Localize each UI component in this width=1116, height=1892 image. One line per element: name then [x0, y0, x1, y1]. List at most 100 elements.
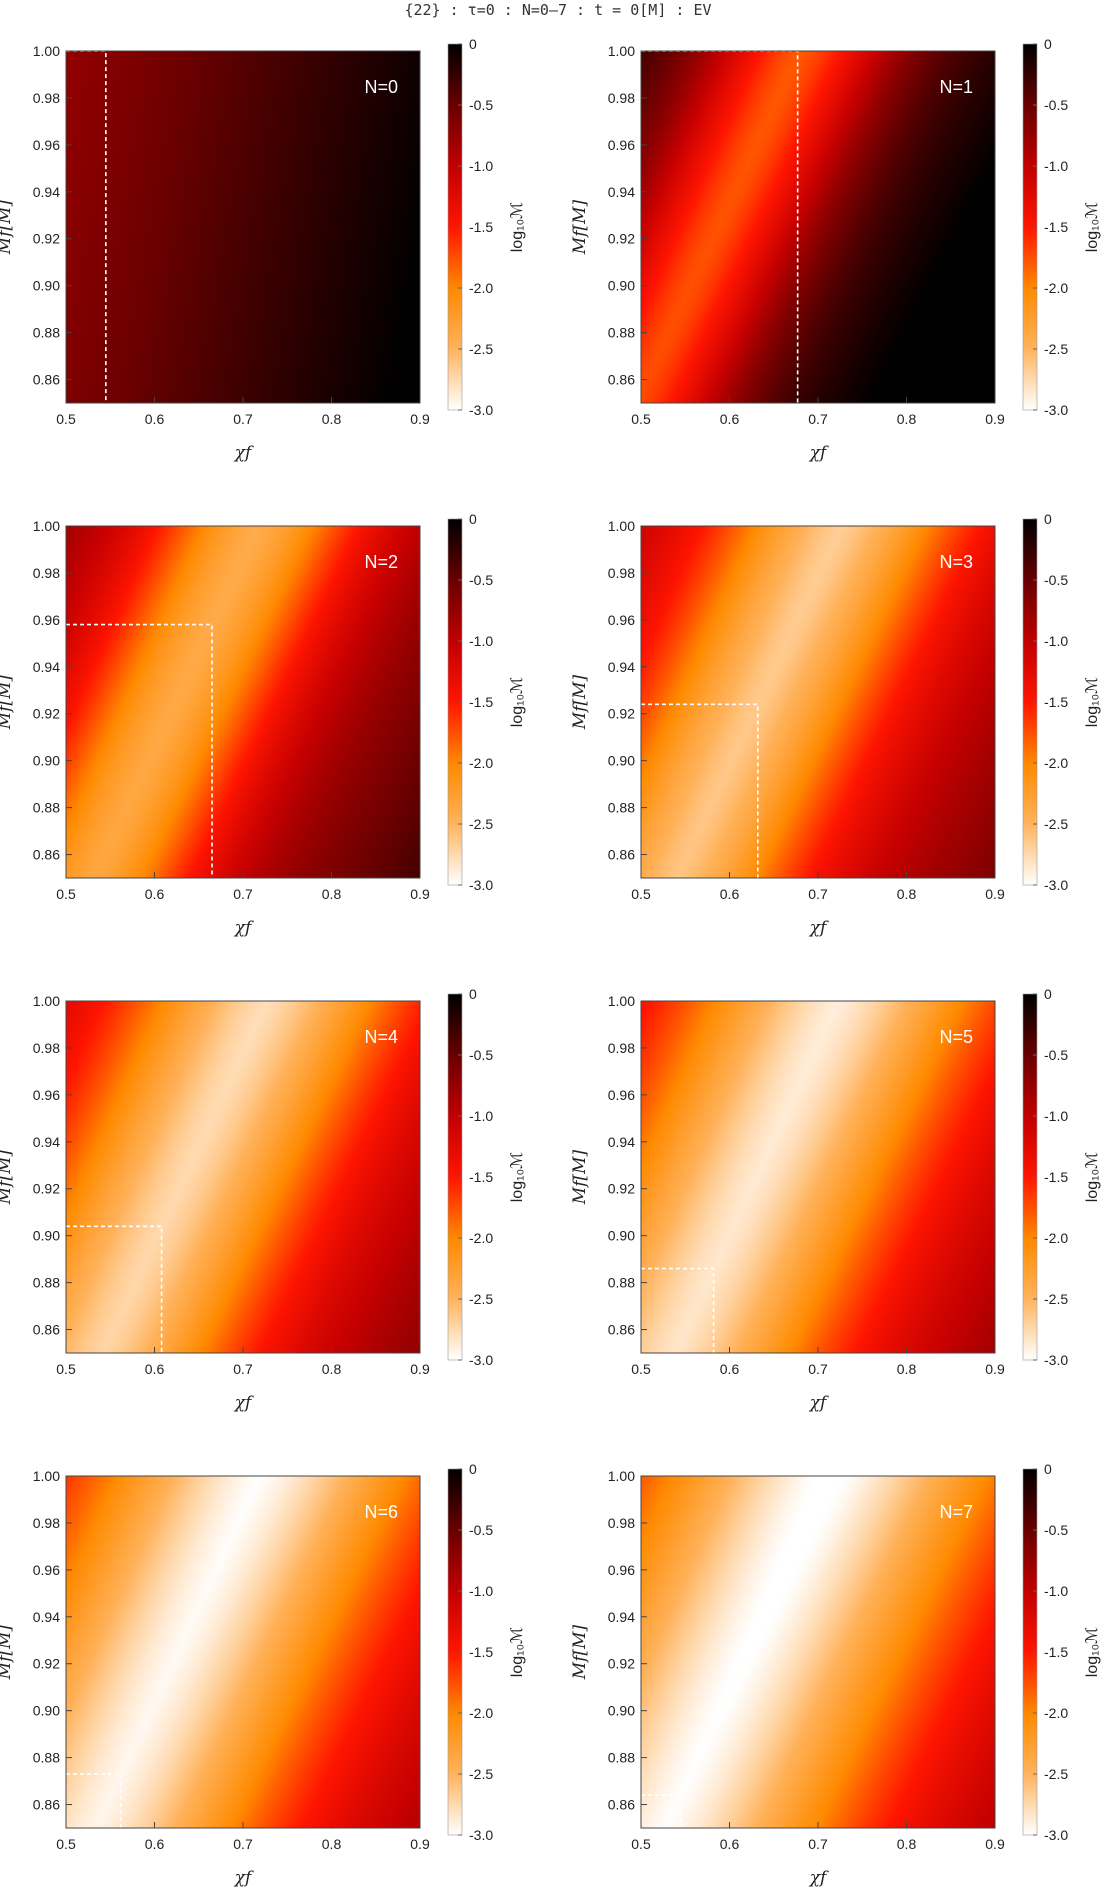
y-tick-label: 0.90 — [608, 1228, 635, 1244]
y-tick-label: 0.90 — [608, 753, 635, 769]
x-tick-label: 0.7 — [808, 411, 828, 427]
y-tick-label: 0.98 — [608, 565, 635, 581]
heatmap-field — [641, 526, 995, 878]
colorbar-tick-label: -1.5 — [1044, 694, 1068, 710]
colorbar-tick-label: -3.0 — [469, 402, 493, 418]
heatmap-panel: N=7 0.5 0.6 0.7 0.8 0.9 0.86 0.88 0.90 0.92 0.94 0.… — [570, 1461, 1101, 1888]
colorbar-tick-label: -2.0 — [1044, 280, 1068, 296]
y-tick-label: 0.94 — [608, 1609, 635, 1625]
x-tick-label: 0.7 — [808, 886, 828, 902]
colorbar-label: log₁₀ℳ — [509, 202, 526, 253]
colorbar-tick-label: -0.5 — [469, 1047, 493, 1063]
colorbar-tick-label: -3.0 — [469, 1827, 493, 1843]
panels-layer: N=00.5 0.6 0.7 0.8 0.90.860.880.900.920.940.… — [0, 36, 1101, 1888]
y-tick-label: 0.94 — [608, 659, 635, 675]
x-tick-label: 0.7 — [233, 411, 253, 427]
colorbar-tick-label: -3.0 — [1044, 1827, 1068, 1843]
y-tick-label: 0.88 — [608, 1275, 635, 1291]
colorbar-tick-label: -2.0 — [1044, 755, 1068, 771]
y-tick-label: 0.96 — [608, 137, 635, 153]
colorbar: 0 -0.5 -1.0 -1.5 -2.0 -2.5 -3.0 log₁₀ℳ — [1022, 36, 1101, 418]
colorbar-tick-label: -2.0 — [469, 1705, 493, 1721]
x-tick-label: 0.5 — [631, 886, 651, 902]
y-tick-label: 0.90 — [608, 278, 635, 294]
y-tick-label: 0.92 — [33, 1656, 60, 1672]
y-axis-label: Mf[M] — [570, 1624, 590, 1680]
y-tick-label: 0.86 — [33, 847, 60, 863]
y-tick-label: 0.88 — [608, 1750, 635, 1766]
colorbar: 0 -0.5 -1.0 -1.5 -2.0 -2.5 -3.0 log₁₀ℳ — [447, 1461, 526, 1843]
x-tick-label: 0.9 — [985, 1836, 1005, 1852]
colorbar-label: log₁₀ℳ — [1084, 1627, 1101, 1678]
y-tick-label: 0.86 — [33, 1797, 60, 1813]
min-mismatch-box — [66, 50, 107, 403]
colorbar-tick-label: -2.5 — [469, 1766, 493, 1782]
y-tick-label: 0.88 — [608, 800, 635, 816]
x-axis-label: χf — [809, 918, 829, 938]
colorbar-tick-label: 0 — [1044, 511, 1052, 527]
x-tick-label: 0.6 — [720, 886, 740, 902]
heatmap-panel: N=3 0.5 0.6 0.7 0.8 0.9 0.86 0.88 0.90 0.92 0.94 0.… — [570, 511, 1101, 938]
y-tick-label: 0.92 — [608, 231, 635, 247]
panel-label: N=0 — [364, 77, 398, 97]
x-tick-label: 0.5 — [631, 1836, 651, 1852]
x-tick-label: 0.6 — [145, 886, 165, 902]
colorbar-tick-label: -1.5 — [1044, 1169, 1068, 1185]
colorbar-label: log₁₀ℳ — [509, 1627, 526, 1678]
x-tick-label: 0.8 — [322, 1836, 342, 1852]
panel-label: N=1 — [939, 77, 973, 97]
heatmap-field — [66, 526, 420, 878]
colorbar-tick-label: -1.5 — [469, 219, 493, 235]
colorbar-tick-label: 0 — [469, 986, 477, 1002]
y-tick-label: 0.96 — [33, 1087, 60, 1103]
x-tick-label: 0.8 — [897, 1361, 917, 1377]
y-tick-label: 1.00 — [608, 518, 635, 534]
colorbar-tick-label: -2.5 — [469, 341, 493, 357]
y-tick-label: 1.00 — [33, 1468, 60, 1484]
colorbar: 0 -0.5 -1.0 -1.5 -2.0 -2.5 -3.0 log₁₀ℳ — [447, 986, 526, 1368]
x-tick-label: 0.8 — [897, 886, 917, 902]
x-tick-label: 0.8 — [322, 886, 342, 902]
y-tick-label: 0.96 — [608, 1087, 635, 1103]
y-tick-label: 0.86 — [608, 847, 635, 863]
y-tick-label: 0.94 — [33, 1609, 60, 1625]
x-axis-label: χf — [809, 1868, 829, 1888]
x-tick-label: 0.8 — [322, 411, 342, 427]
y-tick-label: 1.00 — [608, 1468, 635, 1484]
colorbar-tick-label: -3.0 — [469, 877, 493, 893]
y-tick-label: 0.94 — [608, 1134, 635, 1150]
colorbar-tick-label: -1.0 — [1044, 633, 1068, 649]
colorbar: 0 -0.5 -1.0 -1.5 -2.0 -2.5 -3.0 log₁₀ℳ — [447, 511, 526, 893]
y-tick-label: 0.98 — [33, 565, 60, 581]
x-tick-label: 0.6 — [720, 1361, 740, 1377]
heatmap-field — [641, 1476, 995, 1828]
y-tick-label: 0.90 — [33, 1228, 60, 1244]
y-tick-label: 1.00 — [33, 518, 60, 534]
y-axis-label: Mf[M] — [570, 199, 590, 255]
colorbar-label: log₁₀ℳ — [1084, 202, 1101, 253]
x-axis-label: χf — [234, 1393, 254, 1413]
y-tick-label: 0.96 — [33, 612, 60, 628]
panel-label: N=2 — [364, 552, 398, 572]
y-tick-label: 0.96 — [33, 1562, 60, 1578]
x-tick-label: 0.9 — [410, 1836, 430, 1852]
y-tick-label: 0.92 — [608, 1656, 635, 1672]
y-axis-label: Mf[M] — [0, 199, 15, 255]
y-tick-label: 0.90 — [608, 1703, 635, 1719]
colorbar-tick-label: 0 — [469, 1461, 477, 1477]
x-tick-label: 0.6 — [720, 1836, 740, 1852]
colorbar-tick-label: -3.0 — [1044, 402, 1068, 418]
y-tick-label: 0.88 — [33, 1275, 60, 1291]
colorbar-tick-label: 0 — [1044, 36, 1052, 52]
min-mismatch-box — [641, 1267, 715, 1353]
x-tick-label: 0.9 — [985, 886, 1005, 902]
y-tick-label: 1.00 — [33, 43, 60, 59]
colorbar-tick-label: -2.0 — [1044, 1230, 1068, 1246]
colorbar-tick-label: -2.5 — [469, 816, 493, 832]
panel-label: N=3 — [939, 552, 973, 572]
x-axis-label: χf — [234, 1868, 254, 1888]
colorbar-tick-label: -1.0 — [1044, 158, 1068, 174]
colorbar-tick-label: -1.0 — [469, 633, 493, 649]
x-tick-label: 0.5 — [56, 1361, 76, 1377]
